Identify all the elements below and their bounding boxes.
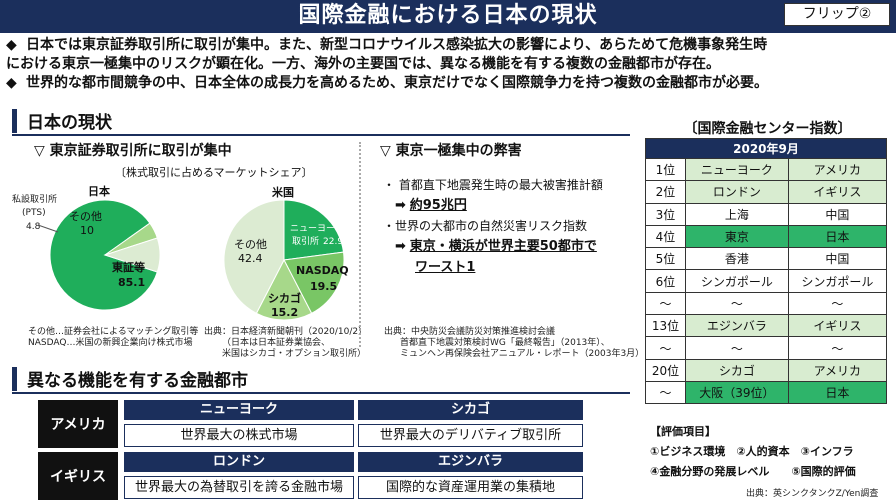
pie-slice-us-1	[283, 251, 345, 314]
us-nasdaq-name: NASDAQ	[296, 264, 349, 277]
table-row: 13位 エジンバラ イギリス	[645, 314, 888, 338]
section-functions-header: 異なる機能を有する金融都市	[12, 366, 248, 391]
risk-item-2: ・世界の大都市の自然災害リスク指数	[383, 219, 588, 233]
title-bar	[0, 0, 896, 33]
city-chicago: シカゴ	[358, 400, 583, 420]
table-row: ～大阪（39位） 日本	[645, 380, 888, 405]
section-functions-title: 異なる機能を有する金融都市	[27, 371, 248, 391]
arrow-right-icon: ➡	[395, 198, 406, 213]
table-row: 1位 ニューヨーク アメリカ	[645, 157, 888, 182]
risk-item-2-result: ➡ 東京・横浜が世界主要50都市で	[383, 236, 603, 257]
jp-other-value: 10	[80, 224, 94, 237]
city-london: ロンドン	[124, 452, 354, 472]
risk-item-1: ・ 首都直下地震発生時の最大被害推計額	[383, 178, 603, 192]
bullet-1-cont: における東京一極集中のリスクが顕在化。一方、海外の主要国では、異なる機能を有する…	[6, 55, 890, 74]
section-bar	[12, 108, 17, 133]
diamond-icon: ◆	[6, 75, 17, 91]
tse-source-3: 米国はシカゴ・オプション取引所）	[222, 349, 367, 359]
table-row: 20位 シカゴ アメリカ	[645, 358, 888, 382]
country-uk: イギリス	[38, 452, 118, 500]
tse-heading: ▽ 東京証券取引所に取引が集中	[34, 143, 232, 159]
pts-label-2: (PTS)	[22, 208, 46, 218]
table-row: 2位 ロンドン イギリス	[645, 180, 888, 204]
table-row: 6位 シンガポール シンガポール	[645, 269, 888, 293]
table-row: ～～～	[645, 336, 888, 360]
risk-source-3: ミュンヘン再保険会社アニュアル・レポート（2003年3月）	[400, 349, 645, 359]
pie-slice-us-2	[255, 258, 313, 321]
bullet-1-line-1: 日本では東京証券取引所に取引が集中。また、新型コロナウイルス感染拡大の影響により…	[26, 37, 768, 53]
bullet-2: ◆ 世界的な都市間競争の中、日本全体の成長力を高めるため、東京だけでなく国際競争…	[6, 74, 890, 93]
eval-title: 【評価項目】	[650, 425, 716, 438]
us-chicago-value: 15.2	[271, 306, 299, 319]
section-japan-title: 日本の現状	[27, 113, 112, 133]
risk-item-1-result: ➡ 約95兆円	[383, 195, 603, 216]
eval-line-2: ④金融分野の発展レベル ⑤国際的評価	[650, 465, 856, 478]
us-nasdaq-value: 19.5	[310, 280, 338, 293]
pts-value: 4.8	[26, 222, 41, 232]
pts-leader-line	[37, 224, 59, 233]
tse-source-2: （日本は日本証券業協会、	[222, 338, 331, 348]
risk-source-2: 首都直下地震対策検討WG「最終報告」（2013年）、	[400, 338, 610, 348]
jp-main-value: 85.1	[118, 276, 146, 289]
city-newyork: ニューヨーク	[124, 400, 354, 420]
us-nyse-name: ニューヨーク証券	[290, 224, 363, 234]
section-bar	[12, 366, 17, 391]
us-nyse-value: 22.9	[323, 237, 344, 247]
jp-other-name: その他	[69, 210, 102, 223]
jp-main-name: 東証等	[112, 261, 145, 274]
page-title: 国際金融における日本の現状	[298, 3, 598, 28]
pts-label-1: 私設取引所	[12, 195, 58, 205]
summary-bullets: ◆ 日本では東京証券取引所に取引が集中。また、新型コロナウイルス感染拡大の影響に…	[6, 36, 890, 93]
pie-slice-us-3	[223, 199, 285, 314]
section-functions-underline	[12, 392, 630, 394]
tse-source-1: 出典：日本経済新聞朝刊（2020/10/2）	[204, 327, 368, 337]
pie-slice-us-0	[283, 199, 345, 261]
table-row: 5位 香港 中国	[645, 247, 888, 271]
index-source: 出典：英シンクタンクZ/Yen調査	[746, 489, 879, 499]
country-usa: アメリカ	[38, 400, 118, 448]
bullet-2-line-1: 世界的な都市間競争の中、日本全体の成長力を高めるため、東京だけでなく国際競争力を…	[26, 75, 768, 91]
index-table: 2020年9月 1位 ニューヨーク アメリカ 2位 ロンドン イギリス 3位 上海 中国 4…	[645, 138, 888, 405]
desc-edinburgh: 国際的な資産運用業の集積地	[358, 476, 583, 499]
section-japan-header: 日本の現状	[12, 108, 112, 133]
arrow-right-icon: ➡	[395, 239, 406, 254]
risk-heading: ▽ 東京一極集中の弊害	[380, 143, 522, 159]
index-date: 2020年9月	[645, 138, 887, 159]
tse-subtitle: 〔株式取引に占めるマーケットシェア〕	[115, 166, 313, 179]
bullet-1: ◆ 日本では東京証券取引所に取引が集中。また、新型コロナウイルス感染拡大の影響に…	[6, 36, 890, 55]
risk-list: ・ 首都直下地震発生時の最大被害推計額 ➡ 約95兆円 ・世界の大都市の自然災害…	[383, 175, 603, 278]
table-row: 4位 東京 日本	[645, 224, 888, 249]
pie-slice-japan-2	[103, 237, 161, 273]
table-row: ～～～	[645, 291, 888, 316]
table-row: 3位 上海 中国	[645, 202, 888, 226]
eval-line-1: ①ビジネス環境 ②人的資本 ③インフラ	[650, 445, 854, 458]
us-other-value: 42.4	[238, 252, 263, 265]
japan-label: 日本	[88, 185, 110, 198]
flip-label: フリップ②	[784, 3, 890, 26]
city-edinburgh: エジンバラ	[358, 452, 583, 472]
risk-item-2-value-2: ワースト1	[415, 260, 476, 275]
us-other-name: その他	[234, 238, 267, 251]
evaluation-items: 【評価項目】 ①ビジネス環境 ②人的資本 ③インフラ ④金融分野の発展レベル ⑤…	[650, 422, 856, 482]
diamond-icon: ◆	[6, 37, 17, 53]
desc-newyork: 世界最大の株式市場	[124, 424, 354, 447]
desc-chicago: 世界最大のデリバティブ取引所	[358, 424, 583, 447]
risk-item-2-value-1: 東京・横浜が世界主要50都市で	[409, 239, 597, 254]
column-divider	[359, 142, 361, 347]
us-nyse-name-2: 取引所	[292, 237, 320, 247]
us-label: 米国	[272, 186, 294, 199]
tse-note-2: NASDAQ…米国の新興企業向け株式市場	[28, 338, 193, 348]
risk-source-1: 出典：中央防災会議防災対策推進検討会議	[384, 327, 556, 337]
section-japan-underline	[12, 134, 630, 136]
risk-item-1-value: 約95兆円	[409, 198, 467, 213]
bullet-1-line-2: における東京一極集中のリスクが顕在化。一方、海外の主要国では、異なる機能を有する…	[6, 56, 720, 72]
us-chicago-name: シカゴ	[268, 292, 301, 305]
desc-london: 世界最大の為替取引を誇る金融市場	[124, 476, 354, 499]
index-title: 〔国際金融センター指数〕	[683, 121, 852, 137]
tse-note-1: その他…証券会社によるマッチング取引等	[28, 327, 199, 337]
